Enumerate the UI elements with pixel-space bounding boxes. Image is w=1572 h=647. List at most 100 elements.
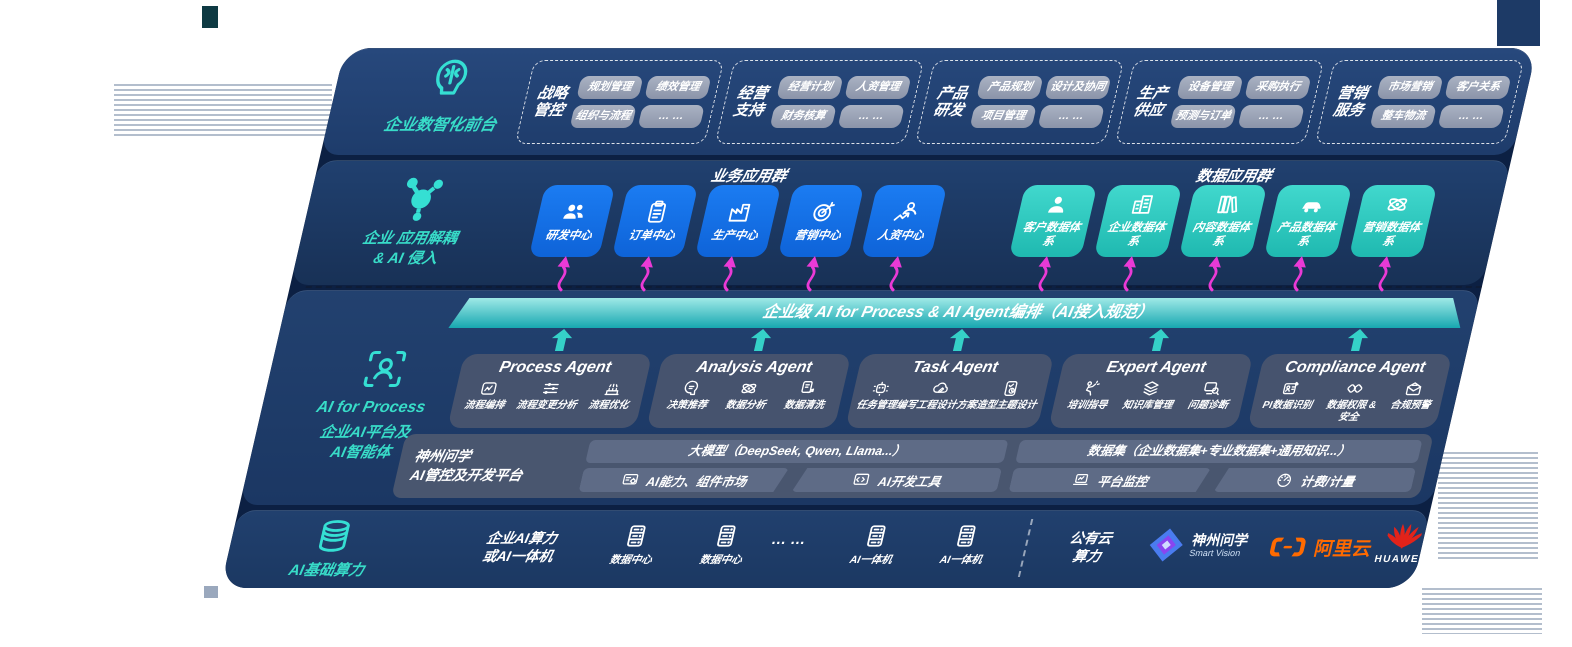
head-chat-icon [679, 379, 702, 398]
data-box-label: 企业数据体系 [1106, 222, 1167, 248]
huawei-logo-icon [1383, 519, 1425, 553]
server-icon [710, 523, 742, 549]
biz-box-label: 订单中心 [627, 229, 677, 242]
biz-box-label: 生产中心 [710, 229, 760, 242]
agent-item-label: 流程优化 [587, 400, 630, 412]
data-box-label: 客户数据体系 [1021, 222, 1082, 248]
agent-item-label: 流程编排 [463, 400, 506, 412]
decor-stripes-right [1438, 452, 1538, 560]
people-icon [558, 199, 590, 225]
node-datacenter: 数据中心 [687, 523, 761, 567]
front-chip: 市场营销 [1376, 76, 1444, 99]
decoupling-label-line1: 企业 应用解耦 [360, 230, 460, 247]
front-chip: 规划管理 [576, 76, 644, 99]
market-gear-icon [619, 471, 641, 489]
front-group-production: 生产供应 设备管理 采购执行 预测与订单 … … [1114, 60, 1325, 144]
partner-shenzhou-wenxue: 神州问学 Smart Vision [1144, 527, 1251, 563]
enterprise-compute-line2: 或AI一体机 [480, 548, 555, 565]
biz-box-hr-center: 人资中心 [860, 185, 948, 257]
front-chip: 客户关系 [1444, 76, 1512, 99]
front-chip: … … [1237, 105, 1305, 128]
dataset-bar: 数据集（企业数据集+专业数据集+通用知识...） [1015, 440, 1423, 463]
data-box-label: 内容数据体系 [1191, 222, 1252, 248]
ai-capability-market-chip: AI能力、组件市场 [578, 468, 789, 492]
partner-name: 神州问学 [1190, 531, 1251, 548]
ai-dev-tools-chip: AI开发工具 [792, 468, 1003, 492]
front-chip: 预测与订单 [1169, 105, 1237, 128]
data-app-boxes: 客户数据体系 企业数据体系 内容数据体系 产品数据体系 营销数据体系 [1008, 185, 1438, 257]
main-panel: 企业数智化前台 战略管控 规划管理 绩效管理 组织与流程 … … 经营支持 经营… [220, 48, 1537, 588]
node-label: AI一体机 [848, 554, 894, 566]
front-group-title: 产品研发 [931, 84, 970, 119]
biz-box-label: 营销中心 [793, 229, 843, 242]
front-chip: 整车物流 [1369, 105, 1437, 128]
data-box-customer: 客户数据体系 [1008, 185, 1098, 257]
decoupling-label-line2: & AI 侵入 [371, 250, 440, 267]
partner-aliyun: 阿里云 [1265, 533, 1375, 561]
front-chip: 财务核算 [769, 105, 837, 128]
doc-refresh-icon [796, 379, 819, 398]
layer-front-office: 企业数智化前台 战略管控 规划管理 绩效管理 组织与流程 … … 经营支持 经营… [320, 48, 1537, 155]
partner-subtitle: Smart Vision [1188, 547, 1242, 558]
node-label: AI一体机 [938, 554, 984, 566]
data-box-label: 产品数据体系 [1276, 222, 1337, 248]
id-card-icon [1279, 379, 1302, 398]
infra-dashed-divider [1017, 519, 1034, 577]
biz-box-order-center: 订单中心 [611, 185, 699, 257]
molecule-icon [391, 173, 453, 223]
clipboard-icon [641, 199, 673, 225]
atom-icon [738, 379, 761, 398]
partner-huawei: HUAWEI [1366, 519, 1441, 565]
front-group-title: 经营支持 [731, 84, 770, 119]
data-box-enterprise: 企业数据体系 [1093, 185, 1183, 257]
platform-name: AI管控及开发平台 [408, 467, 525, 483]
decor-block-bottom-left [204, 586, 218, 598]
ai-orchestration-bar: 企业级 AI for Process & AI Agent编排（AI接入规范） [448, 298, 1467, 328]
ai-dev-platform-panel: 神州问学 AI管控及开发平台 大模型（DeepSeek, Qwen, Llama… [391, 434, 1434, 498]
agent-card-compliance: Compliance Agent PI数据识别 数据权限 & 安全 合规预警 [1247, 354, 1453, 428]
diamond-logo-icon [1144, 527, 1188, 563]
agent-cards: Process Agent 流程编排 流程变更分析 流程优化 Analysis … [447, 354, 1453, 428]
atom-icon [1381, 192, 1412, 217]
layer-infrastructure: AI基础算力 企业AI算力 或AI一体机 数据中心 数据中心 … … AI一体机… [220, 510, 1431, 588]
server-icon [860, 523, 892, 549]
public-cloud-line1: 公有云 [1068, 530, 1114, 546]
agent-title: Expert Agent [1104, 359, 1208, 376]
front-chip: 项目管理 [969, 105, 1037, 128]
tablet-check-icon [999, 379, 1022, 398]
car-icon [1296, 192, 1327, 217]
agent-card-task: Task Agent 任务管理 编写工程设计方案 造型主题设计 [845, 354, 1055, 428]
front-group-title: 战略管控 [531, 84, 570, 119]
wave-screen-icon [477, 379, 500, 398]
partner-name: HUAWEI [1373, 554, 1425, 565]
target-icon [807, 199, 839, 225]
billing-metering-chip: 计费/计量 [1214, 468, 1417, 492]
flow-sliders-icon [539, 379, 562, 398]
agent-card-expert: Expert Agent 培训指导 知识库管理 问题诊断 [1048, 354, 1254, 428]
factory-icon [724, 199, 756, 225]
front-group-marketing: 营销服务 市场营销 客户关系 整车物流 … … [1314, 60, 1525, 144]
front-group-product: 产品研发 产品规划 设计及协同 项目管理 … … [914, 60, 1125, 144]
server-icon [620, 523, 652, 549]
agent-item-label: 决策推荐 [665, 400, 709, 412]
data-box-content: 内容数据体系 [1178, 185, 1268, 257]
agent-item-label: 问题诊断 [1186, 400, 1230, 412]
gauge-icon [1273, 471, 1295, 489]
cloud-pen-icon [929, 379, 952, 398]
enterprise-compute-line1: 企业AI算力 [485, 530, 559, 546]
person-trend-icon [890, 199, 922, 225]
biz-box-production-center: 生产中心 [694, 185, 782, 257]
dev-tools-icon [850, 471, 872, 489]
agent-item-label: 合规预警 [1389, 400, 1432, 412]
layer-stack-icon [1140, 379, 1163, 398]
link-diamonds-icon [1343, 379, 1366, 398]
infra-label: AI基础算力 [286, 562, 366, 579]
agent-title: Compliance Agent [1283, 359, 1428, 376]
node-datacenter: 数据中心 [597, 523, 671, 567]
front-chip: 采购执行 [1244, 76, 1312, 99]
front-chip: 经营计划 [776, 76, 844, 99]
node-ai-appliance: AI一体机 [837, 523, 911, 567]
person-icon [1041, 192, 1072, 217]
partner-name: 阿里云 [1311, 538, 1374, 560]
front-chip: … … [1037, 105, 1105, 128]
